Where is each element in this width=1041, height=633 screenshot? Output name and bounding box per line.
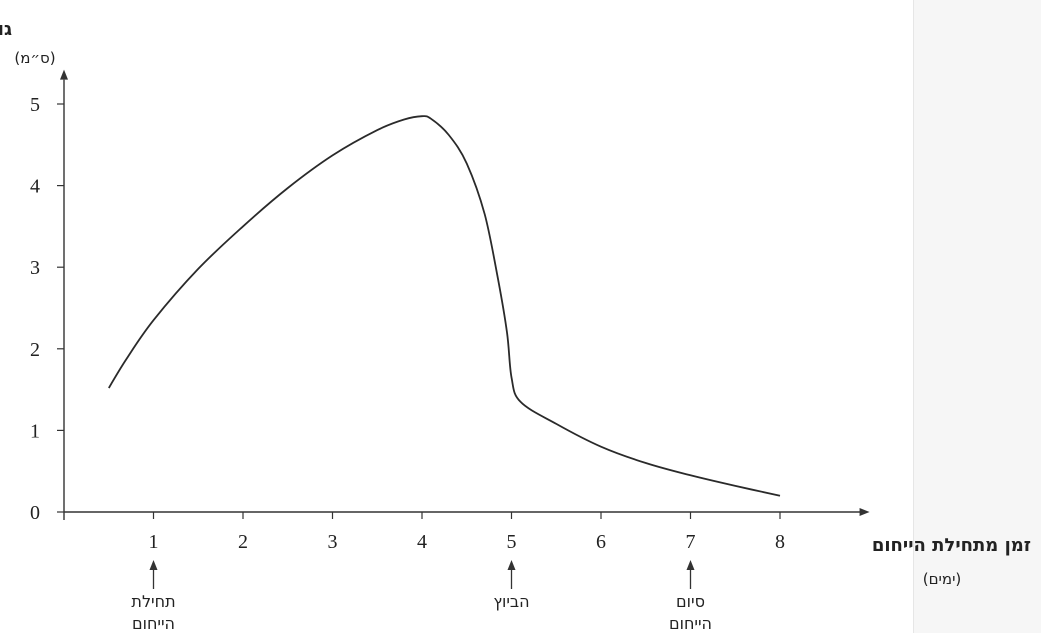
- y-axis-label: גודל הזקיק: [0, 19, 12, 40]
- y-tick-label: 0: [30, 502, 40, 524]
- y-tick-label: 2: [30, 339, 40, 361]
- x-tick-label: 6: [596, 531, 606, 553]
- follicle-size-line: [108, 115, 781, 497]
- x-axis-label: זמן מתחילת הייחום: [872, 535, 1031, 556]
- annotation-arrowhead: [149, 560, 158, 570]
- annotation-label: הייחום: [132, 614, 175, 633]
- annotation-label: סיום: [676, 592, 705, 611]
- y-tick-label: 1: [30, 420, 40, 442]
- annotation-arrowhead: [686, 560, 695, 570]
- y-tick-label: 5: [30, 94, 40, 116]
- y-axis-arrowhead: [60, 69, 68, 80]
- x-tick-label: 1: [149, 531, 159, 553]
- x-tick-label: 7: [686, 531, 696, 553]
- annotations: תחילת הייחום הביוץ סיום הייחום: [131, 560, 712, 633]
- annotation-label: הייחום: [669, 614, 712, 633]
- y-axis-unit: (ס״מ): [14, 49, 55, 67]
- x-tick-label: 5: [507, 531, 517, 553]
- y-tick-label: 3: [30, 257, 40, 279]
- x-tick-label: 2: [238, 531, 248, 553]
- axis-ticks: 1 2 3 4 5 6 7 8 0 1 2 3 4 5: [30, 94, 785, 553]
- x-tick-label: 4: [417, 531, 427, 553]
- right-margin-strip: [913, 0, 1041, 633]
- x-tick-label: 3: [328, 531, 338, 553]
- annotation-arrowhead: [507, 560, 516, 570]
- x-axis-unit: (ימים): [923, 570, 962, 588]
- x-axis-arrowhead: [859, 508, 870, 516]
- data-series: [108, 115, 781, 497]
- y-tick-label: 4: [30, 176, 40, 198]
- x-tick-label: 8: [775, 531, 785, 553]
- axes: [60, 69, 870, 520]
- annotation-label: הביוץ: [493, 592, 529, 611]
- annotation-label: תחילת: [131, 592, 175, 611]
